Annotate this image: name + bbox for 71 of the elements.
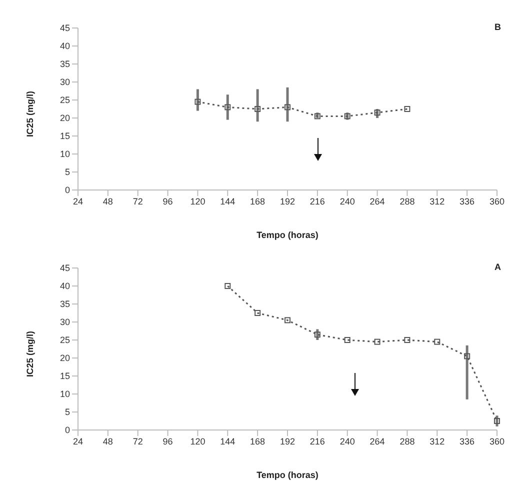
x-tick-label: 24	[72, 196, 84, 206]
point	[254, 310, 261, 316]
x-tick-label: 168	[250, 196, 266, 206]
x-tick-label: 288	[400, 196, 415, 206]
x-tick-label: 192	[280, 436, 296, 446]
x-tick-label: 264	[370, 196, 385, 206]
y-tick-label: 5	[64, 167, 70, 178]
point	[194, 98, 201, 105]
point	[434, 338, 440, 345]
y-tick-label: 20	[60, 353, 70, 364]
point	[314, 332, 320, 338]
y-tick-label: 40	[60, 41, 70, 52]
y-axis-title: IC25 (mg/l)	[25, 90, 36, 137]
y-tick-label: 25	[60, 95, 70, 106]
y-tick-label: 35	[60, 299, 70, 310]
y-tick-label: 30	[60, 77, 70, 88]
x-tick-label: 144	[220, 196, 236, 206]
point	[404, 337, 410, 343]
x-tick-label: 144	[220, 436, 236, 446]
x-tick-label: 96	[162, 436, 173, 446]
annotation: A	[494, 262, 501, 272]
point	[494, 418, 500, 424]
x-tick-label: 336	[460, 436, 475, 446]
point	[284, 104, 290, 110]
x-tick-label: 360	[489, 436, 505, 446]
y-tick-label: 0	[64, 425, 70, 436]
x-tick-label: 336	[460, 196, 475, 206]
x-tick-label: 120	[190, 196, 206, 206]
x-tick-label: 240	[340, 196, 355, 206]
point	[344, 337, 350, 343]
y-tick-label: 0	[64, 185, 70, 196]
x-tick-label: 288	[400, 436, 415, 446]
x-tick-label: 120	[190, 436, 206, 446]
x-tick-label: 72	[132, 196, 143, 206]
x-tick-label: 360	[489, 196, 505, 206]
y-tick-label: 40	[60, 281, 70, 292]
y-tick-label: 45	[60, 263, 70, 274]
x-tick-label: 216	[310, 196, 325, 206]
x-tick-label: 168	[250, 436, 266, 446]
x-tick-label: 264	[370, 436, 385, 446]
point	[404, 106, 410, 112]
x-tick-label: 48	[102, 196, 113, 206]
y-tick-label: 20	[60, 113, 70, 124]
y-tick-label: 35	[60, 59, 70, 70]
y-tick-label: 5	[64, 407, 70, 418]
point	[224, 104, 231, 110]
x-tick-label: 192	[280, 196, 296, 206]
x-tick-label: 96	[162, 196, 173, 206]
point	[464, 353, 470, 360]
point	[254, 106, 261, 112]
y-tick-label: 15	[60, 131, 70, 142]
y-tick-label: 30	[60, 317, 70, 328]
y-tick-label: 25	[60, 335, 70, 346]
y-axis-title: IC25 (mg/l)	[25, 330, 36, 377]
point	[284, 317, 290, 324]
x-tick-label: 72	[132, 436, 143, 446]
point	[374, 338, 380, 345]
y-tick-label: 10	[60, 149, 70, 160]
x-tick-label: 240	[340, 436, 355, 446]
annotation: B	[494, 22, 501, 32]
x-tick-label: 24	[72, 436, 84, 446]
x-axis-title: Tempo (horas)	[256, 470, 318, 480]
y-tick-label: 45	[60, 23, 70, 34]
x-tick-label: 312	[430, 436, 445, 446]
point	[224, 283, 231, 289]
y-tick-label: 10	[60, 389, 70, 400]
y-tick-label: 15	[60, 371, 70, 382]
x-tick-label: 312	[430, 196, 445, 206]
x-axis-title: Tempo (horas)	[256, 230, 318, 240]
x-tick-label: 48	[102, 436, 113, 446]
x-tick-label: 216	[310, 436, 325, 446]
